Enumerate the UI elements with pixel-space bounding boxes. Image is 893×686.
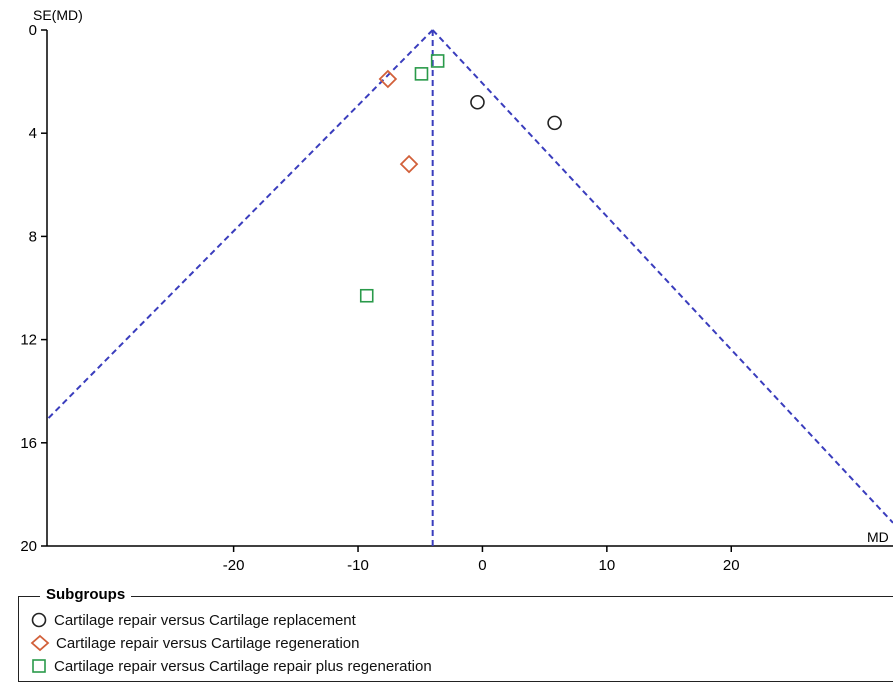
legend-label: Cartilage repair versus Cartilage regene…	[56, 634, 360, 652]
x-axis-title: MD	[867, 529, 889, 545]
y-axis-title: SE(MD)	[33, 7, 83, 23]
diamond-marker-icon	[30, 634, 50, 652]
legend-label: Cartilage repair versus Cartilage replac…	[54, 611, 356, 629]
funnel-left-line	[46, 29, 434, 421]
y-tick-label: 16	[20, 435, 37, 452]
data-point-diamond	[378, 69, 398, 89]
legend-item-regeneration: Cartilage repair versus Cartilage regene…	[30, 633, 360, 653]
data-point-square	[430, 54, 445, 68]
x-tick-label: -10	[347, 557, 369, 574]
x-tick-label: 0	[478, 557, 486, 574]
data-point-square	[359, 288, 374, 303]
y-tick-label: 8	[29, 228, 37, 245]
funnel-lines	[46, 29, 893, 546]
legend-label: Cartilage repair versus Cartilage repair…	[54, 657, 432, 675]
data-point-square	[414, 67, 429, 81]
legend-item-replacement: Cartilage repair versus Cartilage replac…	[30, 610, 356, 630]
y-tick-label: 20	[20, 538, 37, 555]
data-point-circle	[470, 94, 485, 110]
legend-item-repair-plus-regeneration: Cartilage repair versus Cartilage repair…	[30, 656, 432, 676]
legend	[18, 596, 893, 682]
y-tick-label: 4	[29, 125, 37, 142]
funnel-plot: -20 -10 0 10 20 0 4 8 12 16 20 SE(MD) MD	[20, 7, 893, 574]
data-point-diamond	[399, 154, 419, 174]
data-point-circle	[547, 115, 562, 131]
x-tick-label: 20	[723, 557, 740, 574]
data-points	[359, 54, 562, 303]
square-marker-icon	[32, 659, 46, 673]
y-tick-label: 0	[29, 22, 37, 39]
x-ticks: -20 -10 0 10 20	[223, 546, 740, 574]
legend-title: Subgroups	[40, 586, 132, 603]
circle-marker-icon	[31, 612, 47, 628]
y-tick-label: 12	[20, 332, 37, 349]
x-tick-label: 10	[599, 557, 616, 574]
x-tick-label: -20	[223, 557, 245, 574]
funnel-right-line	[431, 29, 893, 524]
y-ticks: 0 4 8 12 16 20	[20, 22, 47, 555]
axes	[46, 30, 893, 547]
